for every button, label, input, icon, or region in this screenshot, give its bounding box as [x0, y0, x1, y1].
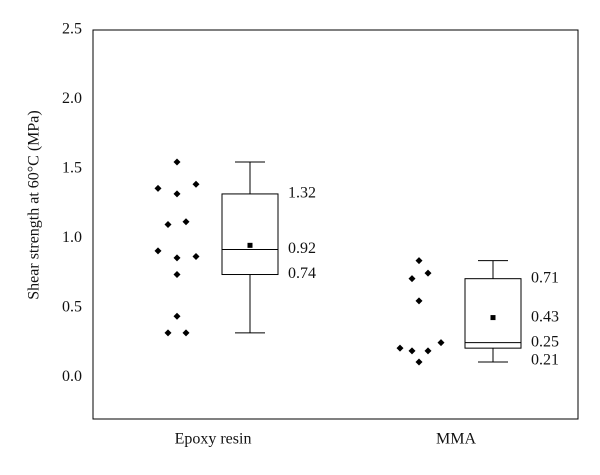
y-tick-label: 2.0	[62, 90, 82, 107]
data-point	[396, 344, 404, 352]
data-point	[424, 269, 432, 277]
data-point	[173, 158, 181, 166]
data-point	[173, 271, 181, 279]
data-point	[415, 297, 423, 305]
x-tick-label: Epoxy resin	[175, 431, 252, 448]
mean-marker	[490, 315, 496, 321]
mean-marker	[247, 242, 253, 248]
data-point	[415, 358, 423, 366]
box-annotation: 0.92	[288, 240, 316, 257]
data-point	[182, 329, 190, 337]
box-annotation: 0.43	[531, 308, 559, 325]
y-tick-label: 1.0	[62, 229, 82, 246]
data-point	[154, 247, 162, 255]
y-tick-label: 1.5	[62, 160, 82, 177]
data-point	[424, 347, 432, 355]
box-annotation: 0.21	[531, 351, 559, 368]
box-annotation: 0.74	[288, 265, 316, 282]
data-point	[164, 329, 172, 337]
data-point	[192, 180, 200, 188]
y-tick-label: 0.5	[62, 299, 82, 316]
data-point	[408, 347, 416, 355]
y-axis-label: Shear strength at 60°C (MPa)	[26, 110, 43, 299]
data-point	[192, 252, 200, 260]
x-tick-label: MMA	[436, 431, 476, 448]
data-point	[437, 339, 445, 347]
plot-frame	[92, 29, 579, 420]
data-point	[415, 257, 423, 265]
data-point	[173, 254, 181, 262]
data-point	[164, 221, 172, 228]
box-annotation: 0.71	[531, 269, 559, 286]
y-tick-label: 0.0	[62, 368, 82, 385]
data-point	[154, 184, 162, 192]
data-point	[182, 218, 190, 226]
box-annotation: 0.25	[531, 333, 559, 350]
data-point	[173, 312, 181, 320]
box	[464, 278, 522, 349]
box	[221, 193, 279, 276]
box-annotation: 1.32	[288, 185, 316, 202]
data-point	[408, 275, 416, 283]
y-tick-label: 2.5	[62, 21, 82, 38]
data-point	[173, 190, 181, 198]
